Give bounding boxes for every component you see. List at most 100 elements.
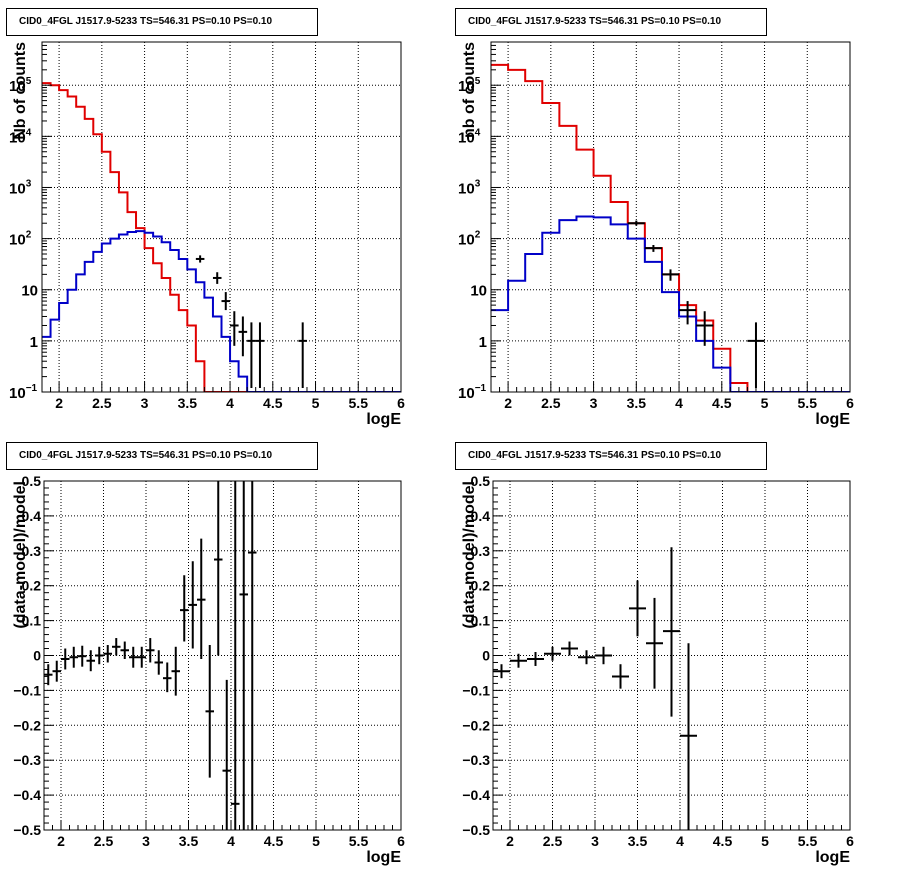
y-tick-label: −0.1 <box>13 682 41 698</box>
x-tick-label: 4.5 <box>713 833 733 849</box>
plot-frame <box>490 41 851 393</box>
histogram-model-total <box>491 63 850 392</box>
data-point <box>238 316 248 357</box>
data-point <box>627 220 645 226</box>
x-tick-label: 3.5 <box>628 833 648 849</box>
x-tick-label: 5 <box>761 395 769 411</box>
x-tick-label: 4 <box>675 395 683 411</box>
y-tick-label: 0.2 <box>22 578 42 594</box>
x-tick-label: 2 <box>504 395 512 411</box>
data-point <box>137 646 146 668</box>
y-tick-label: 0.5 <box>471 473 491 489</box>
y-tick-label: −0.1 <box>462 682 490 698</box>
data-point <box>679 301 697 325</box>
y-tick-label: 1 <box>479 334 487 351</box>
data-point <box>120 641 129 659</box>
x-tick-label: 6 <box>846 395 854 411</box>
data-point <box>561 641 578 656</box>
x-tick-label: 2 <box>506 833 514 849</box>
chart-title: CID0_4FGL J1517.9-5233 TS=546.31 PS=0.10… <box>6 442 318 470</box>
x-tick-label: 2.5 <box>543 833 563 849</box>
data-point <box>247 322 256 388</box>
chart-bottom-left: 2 2.5 3 3.5 4 4.5 5 5.5 6 −0.5 −0.4 −0.3 −0.2 −0.1 0 0.… <box>12 473 405 866</box>
histogram-model-total <box>42 82 401 392</box>
data-point <box>214 481 223 656</box>
x-tick-label: 5 <box>312 833 320 849</box>
data-point <box>747 322 765 388</box>
x-tick-label: 3.5 <box>627 395 647 411</box>
y-tick-label: 0.2 <box>471 578 491 594</box>
x-tick-label: 3 <box>141 395 149 411</box>
data-point <box>298 322 307 388</box>
data-point <box>95 646 104 665</box>
y-tick-label: 0.5 <box>22 473 42 489</box>
data-point <box>205 645 214 778</box>
grid <box>42 42 401 392</box>
x-axis-label: logE <box>366 849 401 866</box>
x-tick-label: 5.5 <box>798 395 818 411</box>
x-tick-label: 6 <box>846 833 854 849</box>
y-tick-label: 10−1 <box>458 383 487 402</box>
x-tick-label: 2.5 <box>92 395 112 411</box>
data-point <box>61 648 70 670</box>
y-tick-label: −0.4 <box>462 787 490 803</box>
plot-area <box>491 63 850 392</box>
x-tick-label: 3 <box>591 833 599 849</box>
data-point <box>231 481 240 830</box>
data-point <box>661 269 680 281</box>
data-point <box>578 650 595 665</box>
data-point <box>644 244 662 252</box>
data-point <box>112 638 121 656</box>
x-tick-label: 2 <box>57 833 65 849</box>
data-point <box>510 653 527 668</box>
x-axis-label: logE <box>366 411 401 428</box>
data-point <box>146 638 155 663</box>
x-axis-label: logE <box>815 411 850 428</box>
y-tick-label: 0.3 <box>22 543 42 559</box>
data-point <box>103 645 112 663</box>
chart-top-right: 2 2.5 3 3.5 4 4.5 5 5.5 610−1110102103104105logE… <box>458 41 854 428</box>
y-tick-label: 10 <box>21 283 38 300</box>
data-point <box>163 662 172 693</box>
data-point <box>527 652 544 666</box>
y-tick-label: 0.1 <box>22 613 42 629</box>
y-tick-label: −0.4 <box>13 787 41 803</box>
x-tick-label: 6 <box>397 833 405 849</box>
x-tick-label: 5 <box>761 833 769 849</box>
data-point <box>129 646 138 668</box>
data-point <box>180 575 189 642</box>
data-point <box>52 660 61 682</box>
data-point <box>629 580 646 637</box>
plot-area <box>42 82 401 392</box>
y-tick-label: 103 <box>9 178 32 197</box>
x-tick-label: 4.5 <box>263 395 283 411</box>
y-tick-label: 0 <box>482 648 490 664</box>
x-tick-label: 5.5 <box>349 395 369 411</box>
data-point <box>248 481 257 830</box>
y-tick-label: 10 <box>470 283 487 300</box>
data-point <box>86 650 95 672</box>
chart-title: CID0_4FGL J1517.9-5233 TS=546.31 PS=0.10… <box>455 442 767 470</box>
data-point <box>222 679 231 830</box>
chart-title: CID0_4FGL J1517.9-5233 TS=546.31 PS=0.10… <box>6 8 318 36</box>
x-tick-label: 2.5 <box>94 833 114 849</box>
grid <box>491 42 850 392</box>
x-tick-label: 5 <box>312 395 320 411</box>
x-tick-label: 4.5 <box>264 833 284 849</box>
pad-top-left: 2 2.5 3 3.5 4 4.5 5 5.5 6 10−1 1 10 102 103 104 105 logE… <box>0 0 449 438</box>
chart-bottom-right: 2 2.5 3 3.5 4 4.5 5 5.5 6 −0.5 −0.4 −0.3 −0.2 −0.1 0 0.… <box>461 473 854 866</box>
y-tick-label: 0.4 <box>471 508 491 524</box>
x-tick-label: 3 <box>590 395 598 411</box>
x-tick-label: 2 <box>55 395 63 411</box>
y-tick-label: 103 <box>458 178 481 197</box>
data-point <box>44 664 53 686</box>
x-axis-label: logE <box>815 849 850 866</box>
y-tick-label: 10−1 <box>9 383 38 402</box>
plot-area <box>493 547 697 830</box>
plot-area <box>44 481 257 830</box>
x-tick-label: 6 <box>397 395 405 411</box>
pad-top-right: 2 2.5 3 3.5 4 4.5 5 5.5 6 10−1 1 10 102 103 104 105 logE… <box>449 0 898 438</box>
y-axis-label: (data-model)/model <box>12 481 29 629</box>
y-tick-label: −0.2 <box>13 717 41 733</box>
data-point <box>663 547 680 717</box>
